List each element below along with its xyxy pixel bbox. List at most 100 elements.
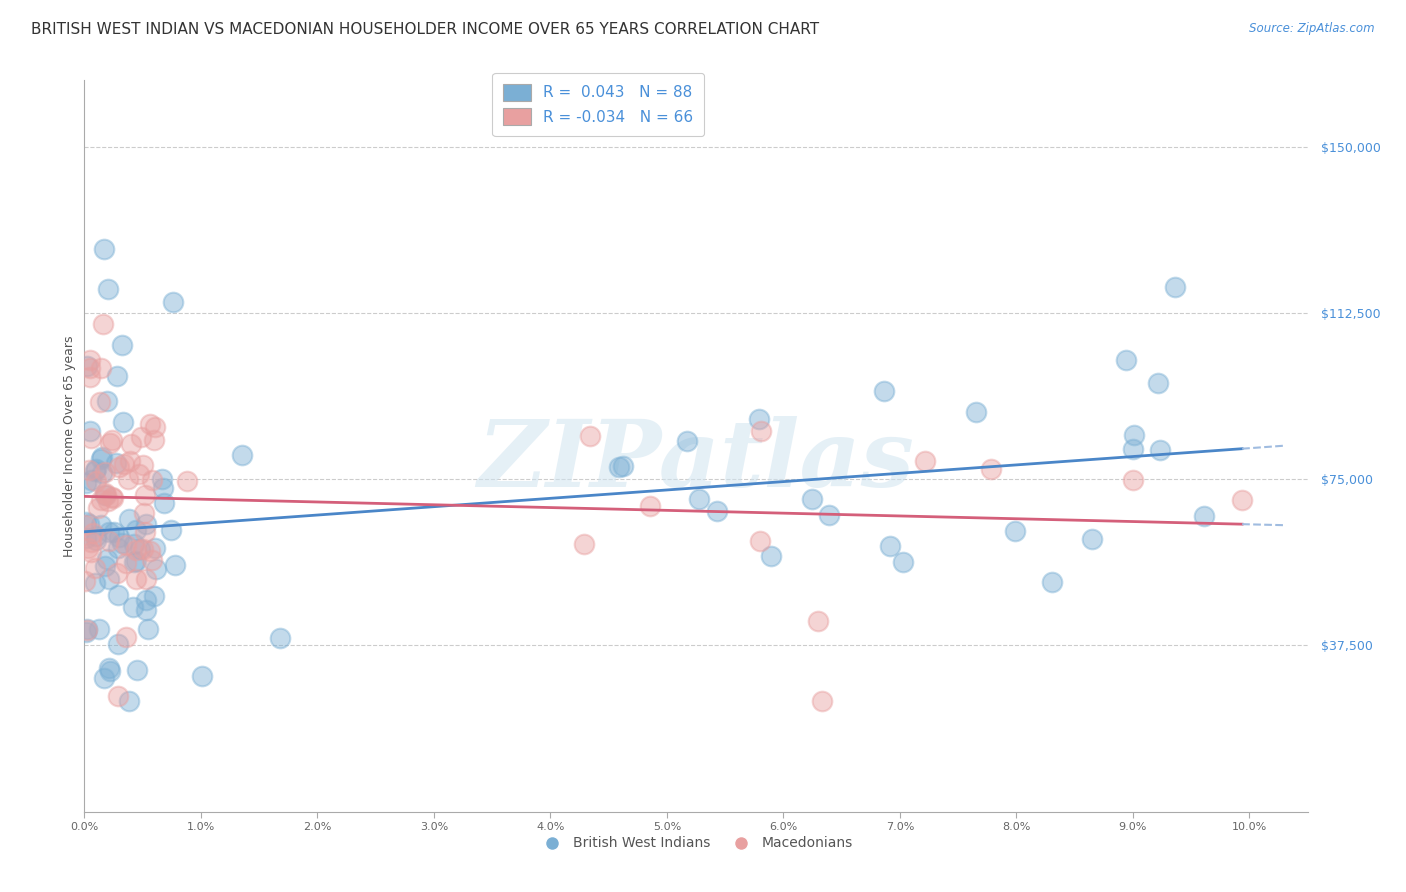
Point xyxy=(143,541,166,555)
Point xyxy=(87,622,110,636)
Point xyxy=(98,435,121,450)
Point xyxy=(143,419,166,434)
Point xyxy=(749,424,772,438)
Point xyxy=(90,492,112,507)
Point xyxy=(191,668,214,682)
Point xyxy=(129,541,152,556)
Point xyxy=(141,553,163,567)
Point xyxy=(1121,442,1143,457)
Point xyxy=(1163,279,1185,293)
Point xyxy=(94,465,117,479)
Point xyxy=(82,526,104,541)
Point xyxy=(980,461,1002,475)
Point xyxy=(136,622,159,636)
Point xyxy=(132,458,155,472)
Point xyxy=(688,491,710,506)
Point xyxy=(1115,353,1137,368)
Point xyxy=(115,538,138,552)
Point xyxy=(94,486,117,500)
Point xyxy=(115,556,138,570)
Point xyxy=(79,353,101,368)
Point xyxy=(97,572,120,586)
Point xyxy=(638,499,661,513)
Point xyxy=(75,476,97,491)
Point xyxy=(748,412,770,426)
Point xyxy=(100,490,122,504)
Point xyxy=(75,531,97,545)
Point xyxy=(139,417,162,431)
Point xyxy=(914,453,936,467)
Point xyxy=(84,529,107,543)
Point xyxy=(76,359,98,373)
Point xyxy=(607,459,630,474)
Point xyxy=(91,317,114,331)
Text: Source: ZipAtlas.com: Source: ZipAtlas.com xyxy=(1250,22,1375,36)
Point xyxy=(572,537,595,551)
Point xyxy=(73,574,96,588)
Point xyxy=(111,338,134,352)
Point xyxy=(176,474,198,488)
Point xyxy=(893,555,915,569)
Point xyxy=(676,434,699,449)
Point xyxy=(142,433,165,447)
Point xyxy=(117,472,139,486)
Point xyxy=(162,294,184,309)
Point xyxy=(89,394,111,409)
Text: ZIPatlas: ZIPatlas xyxy=(478,416,914,506)
Point xyxy=(1004,524,1026,538)
Point xyxy=(124,543,146,558)
Point xyxy=(111,415,134,429)
Point xyxy=(1230,493,1253,508)
Point xyxy=(90,452,112,467)
Point xyxy=(142,590,165,604)
Point xyxy=(124,573,146,587)
Point xyxy=(107,689,129,703)
Legend: British West Indians, Macedonians: British West Indians, Macedonians xyxy=(533,830,859,856)
Point xyxy=(101,491,124,505)
Point xyxy=(231,448,253,462)
Point xyxy=(97,493,120,508)
Point xyxy=(77,517,100,532)
Point xyxy=(83,561,105,575)
Point xyxy=(129,430,152,444)
Point xyxy=(80,473,103,487)
Point xyxy=(135,593,157,607)
Point xyxy=(612,458,634,473)
Point xyxy=(127,663,149,677)
Point xyxy=(120,454,142,468)
Text: BRITISH WEST INDIAN VS MACEDONIAN HOUSEHOLDER INCOME OVER 65 YEARS CORRELATION C: BRITISH WEST INDIAN VS MACEDONIAN HOUSEH… xyxy=(31,22,820,37)
Point xyxy=(1146,376,1168,390)
Point xyxy=(105,369,128,384)
Point xyxy=(94,487,117,501)
Point xyxy=(93,558,115,573)
Point xyxy=(1192,509,1215,524)
Point xyxy=(128,467,150,482)
Point xyxy=(107,541,129,555)
Point xyxy=(1122,427,1144,442)
Point xyxy=(163,558,186,572)
Point xyxy=(134,524,156,539)
Point xyxy=(84,462,107,476)
Point xyxy=(115,630,138,644)
Point xyxy=(122,537,145,551)
Point xyxy=(84,533,107,548)
Point xyxy=(1122,473,1144,487)
Point xyxy=(1149,442,1171,457)
Point xyxy=(105,456,128,470)
Point xyxy=(150,472,173,486)
Point xyxy=(97,282,120,296)
Point xyxy=(872,384,894,398)
Point xyxy=(103,524,125,539)
Point xyxy=(879,539,901,553)
Point xyxy=(90,360,112,375)
Point xyxy=(80,535,103,549)
Point xyxy=(107,588,129,602)
Point xyxy=(98,665,121,679)
Point xyxy=(77,541,100,555)
Point xyxy=(965,404,987,418)
Point xyxy=(75,515,97,529)
Point xyxy=(121,599,143,614)
Point xyxy=(118,694,141,708)
Point xyxy=(90,517,112,532)
Point xyxy=(107,459,129,474)
